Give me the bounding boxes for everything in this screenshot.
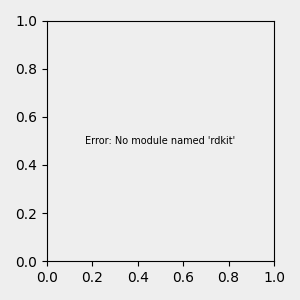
Text: Error: No module named 'rdkit': Error: No module named 'rdkit': [85, 136, 236, 146]
